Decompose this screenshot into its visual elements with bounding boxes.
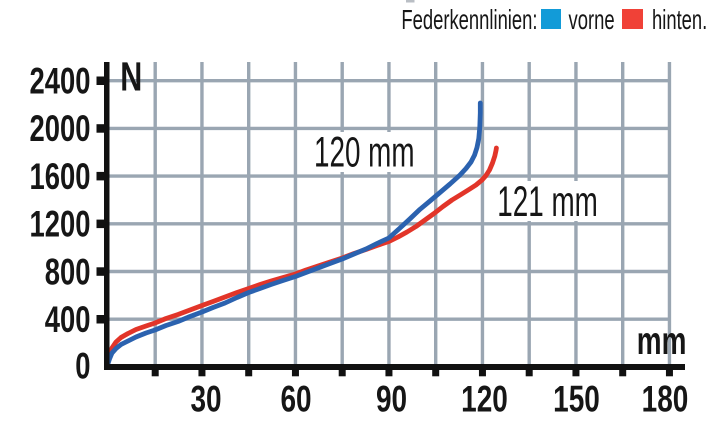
svg-text:400: 400 <box>45 299 91 340</box>
svg-text:vorne: vorne <box>569 4 615 35</box>
svg-text:2400: 2400 <box>30 61 91 102</box>
svg-text:N: N <box>120 53 142 99</box>
svg-text:120: 120 <box>461 378 508 420</box>
svg-text:1200: 1200 <box>30 204 91 245</box>
svg-text:1600: 1600 <box>30 156 91 197</box>
svg-text:120 mm: 120 mm <box>314 127 415 176</box>
svg-text:30: 30 <box>190 378 221 420</box>
svg-text:180: 180 <box>642 378 689 420</box>
svg-text:2000: 2000 <box>30 108 91 149</box>
svg-text:150: 150 <box>553 378 600 420</box>
svg-text:121 mm: 121 mm <box>497 177 598 226</box>
svg-text:90: 90 <box>376 378 407 420</box>
svg-text:800: 800 <box>45 251 91 292</box>
svg-text:60: 60 <box>280 378 311 420</box>
svg-text:mm: mm <box>637 321 687 363</box>
svg-text:Federkennlinien:: Federkennlinien: <box>401 4 537 35</box>
svg-text:0: 0 <box>75 346 90 387</box>
svg-text:hinten.: hinten. <box>652 4 707 35</box>
